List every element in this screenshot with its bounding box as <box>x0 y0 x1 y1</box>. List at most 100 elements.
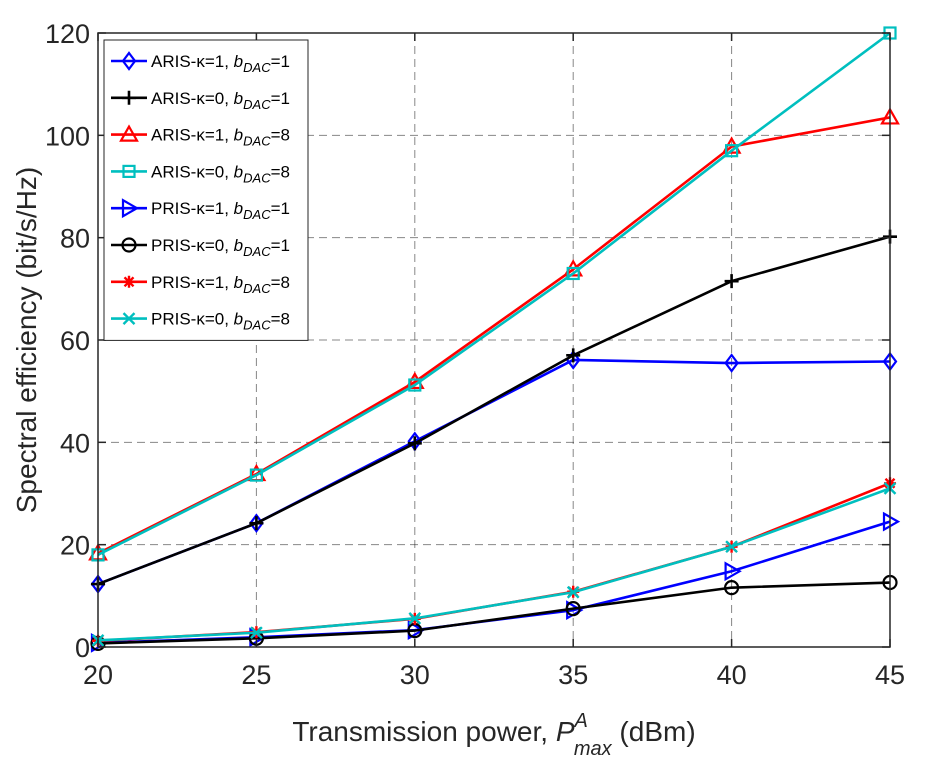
y-tick-label-0: 0 <box>75 633 90 663</box>
legend-entry-6-label-base: b <box>234 236 243 255</box>
series-2-point-35 <box>566 348 581 363</box>
series-2-point-25 <box>249 516 264 531</box>
series-6 <box>90 574 898 652</box>
legend-entry-1-label-main: ARIS-κ=1, <box>151 52 234 71</box>
legend-entry-8-label-main: PRIS-κ=0, <box>151 310 234 329</box>
series-2-point-30 <box>407 436 422 451</box>
legend-entry-6-label-tail: =1 <box>271 236 290 255</box>
series-2-line <box>97 235 891 586</box>
legend-entry-8-label-tail: =8 <box>271 310 290 329</box>
legend-entry-3-label-base: b <box>234 126 243 145</box>
x-axis-label-subscript: max <box>574 738 613 760</box>
x-tick-label-40: 40 <box>717 660 747 690</box>
series-4-line <box>97 31 891 557</box>
legend-entry-8-label-base: b <box>234 310 243 329</box>
legend-entry-4-label-sub: DAC <box>243 170 271 185</box>
legend-entry-7-label-tail: =8 <box>271 273 290 292</box>
series-5-point-40 <box>724 561 742 582</box>
x-axis-label: Transmission power, PA max (dBm) <box>292 710 695 760</box>
legend-entry-3-label-sub: DAC <box>243 134 271 149</box>
legend-entry-2-label-main: ARIS-κ=0, <box>151 89 234 108</box>
legend-entry-2: ARIS-κ=0, bDAC=1 <box>111 89 290 112</box>
legend-entry-7-label-base: b <box>234 273 243 292</box>
x-axis-label-superscript: A <box>574 710 588 732</box>
series-8-point-40 <box>725 540 738 554</box>
x-axis-label-suffix: (dBm) <box>612 716 696 747</box>
x-tick-label-20: 20 <box>83 660 113 690</box>
legend-entry-6-label: PRIS-κ=0, bDAC=1 <box>151 236 290 259</box>
legend-entry-5-label-base: b <box>234 199 243 218</box>
legend-entry-7-label-sub: DAC <box>243 281 271 296</box>
legend-entry-4-marker <box>122 164 136 178</box>
y-tick-label-80: 80 <box>60 224 90 254</box>
x-axis-label-symbol: P <box>556 716 575 747</box>
legend-entry-3-label: ARIS-κ=1, bDAC=8 <box>151 126 290 149</box>
legend-entry-5-label-main: PRIS-κ=1, <box>151 199 234 218</box>
x-axis-label-prefix: Transmission power, <box>292 716 556 747</box>
series-8-point-35 <box>566 585 580 599</box>
y-tick-label-120: 120 <box>45 19 90 49</box>
legend-entry-3-label-tail: =8 <box>271 126 290 145</box>
x-tick-label-30: 30 <box>400 660 430 690</box>
y-tick-label-20: 20 <box>60 531 90 561</box>
legend-entry-6-label-sub: DAC <box>243 244 271 259</box>
series-8-point-30 <box>408 611 422 625</box>
legend-entry-5: PRIS-κ=1, bDAC=1 <box>111 198 290 222</box>
legend-entry-8-label-sub: DAC <box>243 318 271 333</box>
legend-entry-1-label-base: b <box>234 52 243 71</box>
legend-entry-5-label: PRIS-κ=1, bDAC=1 <box>151 199 290 222</box>
legend-entry-8-label: PRIS-κ=0, bDAC=8 <box>151 310 290 333</box>
y-tick-label-100: 100 <box>45 121 90 151</box>
legend-entry-4-label-main: ARIS-κ=0, <box>151 162 234 181</box>
series-4-point-30 <box>408 378 422 392</box>
series-5-point-45 <box>882 511 901 532</box>
legend-entry-3-label-main: ARIS-κ=1, <box>151 126 234 145</box>
series-4-point-25 <box>249 468 263 482</box>
x-tick-label-35: 35 <box>558 660 588 690</box>
legend-entry-4-label-base: b <box>234 162 243 181</box>
legend-entry-6: PRIS-κ=0, bDAC=1 <box>111 236 290 259</box>
y-tick-label-40: 40 <box>60 428 90 458</box>
series-6-point-40 <box>723 580 740 596</box>
series-6-line <box>97 581 891 645</box>
legend-entry-7: PRIS-κ=1, bDAC=8 <box>111 273 290 296</box>
legend-entry-2-label-base: b <box>234 89 243 108</box>
legend-entry-7-label: PRIS-κ=1, bDAC=8 <box>151 273 290 296</box>
legend-entry-4-label-tail: =8 <box>271 162 290 181</box>
series-layer <box>88 26 901 653</box>
y-tick-label-60: 60 <box>60 326 90 356</box>
legend-entry-7-marker <box>123 275 135 288</box>
legend-entry-4-label: ARIS-κ=0, bDAC=8 <box>151 162 290 185</box>
y-axis-label: Spectral efficiency (bit/s/Hz) <box>11 167 42 514</box>
legend-entry-1-label: ARIS-κ=1, bDAC=1 <box>151 52 290 75</box>
legend-entry-5-marker <box>121 198 140 219</box>
legend-entry-1: ARIS-κ=1, bDAC=1 <box>111 51 290 75</box>
legend-entry-4: ARIS-κ=0, bDAC=8 <box>111 162 290 185</box>
legend-box <box>103 39 309 341</box>
legend-entry-1-label-sub: DAC <box>243 60 271 75</box>
legend-entry-1-marker <box>121 51 137 71</box>
legend-entry-8-marker <box>122 312 136 325</box>
legend-entry-1-label-tail: =1 <box>271 52 290 71</box>
series-8-line <box>97 487 891 642</box>
series-4 <box>91 26 897 562</box>
series-1-point-40 <box>724 353 739 373</box>
series-4-point-40 <box>724 144 739 158</box>
series-6-point-35 <box>565 601 581 617</box>
legend-entry-3: ARIS-κ=1, bDAC=8 <box>111 124 290 149</box>
legend-entry-3-marker <box>119 124 139 142</box>
legend-entry-6-label-main: PRIS-κ=0, <box>151 236 234 255</box>
series-2-point-40 <box>724 274 739 289</box>
legend-entry-7-label-main: PRIS-κ=1, <box>151 273 234 292</box>
legend-entry-2-marker <box>122 90 136 105</box>
legend-entry-5-label-tail: =1 <box>271 199 290 218</box>
series-8-point-25 <box>250 626 263 640</box>
legend-entry-2-label: ARIS-κ=0, bDAC=1 <box>151 89 290 112</box>
legend-entry-2-label-tail: =1 <box>271 89 290 108</box>
x-tick-label-25: 25 <box>241 660 271 690</box>
legend-entry-2-label-sub: DAC <box>243 97 271 112</box>
legend-entry-6-marker <box>121 237 137 253</box>
